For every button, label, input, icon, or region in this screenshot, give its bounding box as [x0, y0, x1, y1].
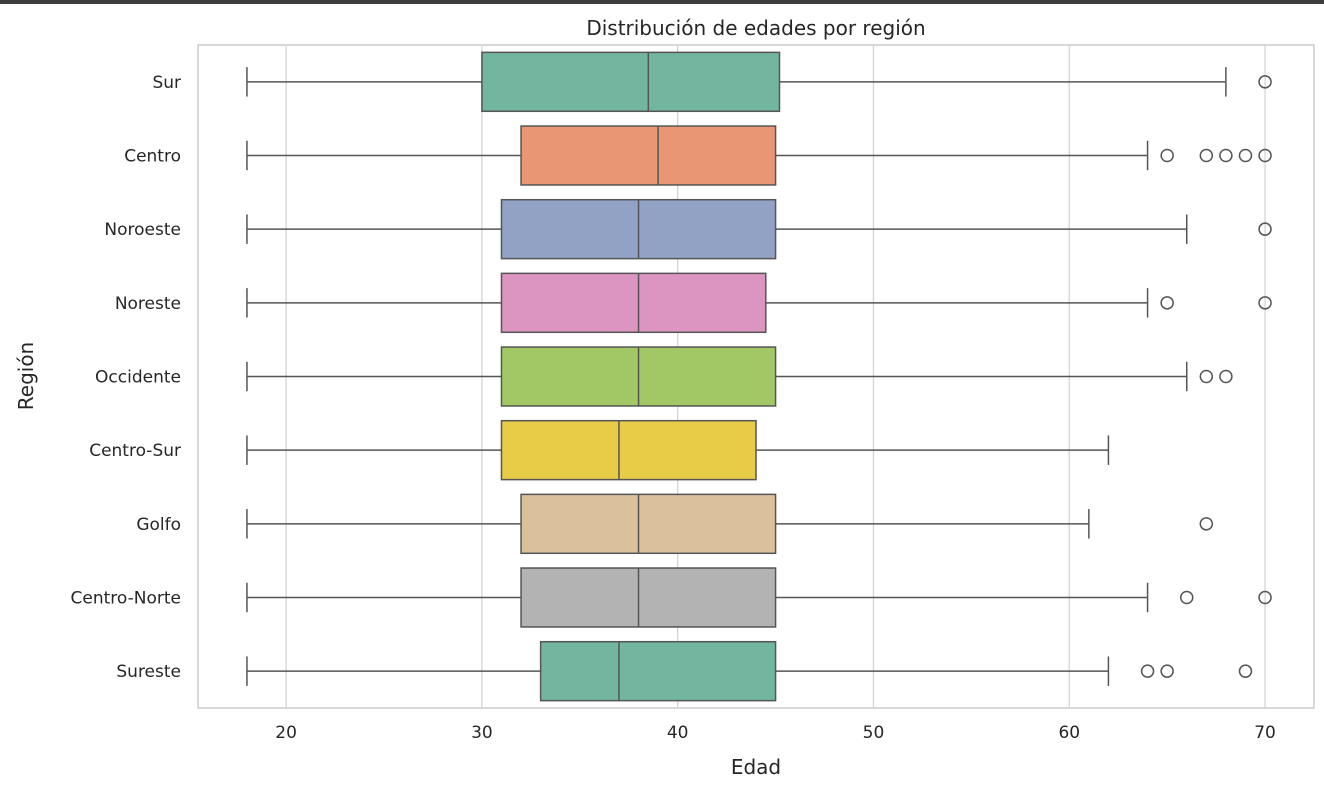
box-sureste: [246, 640, 1253, 702]
y-tick-label: Occidente: [95, 368, 181, 388]
outlier-point: [1219, 369, 1233, 384]
box-noroeste: [246, 198, 1272, 260]
box-centro-norte: [246, 567, 1272, 628]
x-tick-label: 40: [667, 723, 689, 743]
iqr-box: [500, 419, 757, 481]
box-centro-sur: [246, 419, 1110, 481]
y-axis-label: Región: [14, 342, 38, 410]
outlier-point: [1258, 296, 1272, 310]
outlier-point: [1258, 148, 1272, 163]
outlier-point: [1199, 517, 1214, 531]
y-tick-label: Sur: [152, 73, 181, 93]
x-tick-label: 70: [1254, 723, 1276, 743]
outlier-point: [1258, 590, 1272, 605]
iqr-box: [539, 640, 777, 702]
chart-title: Distribución de edades por región: [586, 16, 925, 40]
iqr-box: [520, 567, 777, 628]
outlier-point: [1219, 148, 1233, 163]
x-tick-label: 20: [275, 723, 297, 743]
y-tick-label: Golfo: [136, 515, 181, 535]
outlier-point: [1238, 148, 1253, 163]
outlier-point: [1258, 222, 1272, 236]
x-tick-labels: 20 30 40 50 60 70: [275, 723, 1276, 743]
outlier-point: [1199, 369, 1214, 384]
x-tick-label: 30: [471, 723, 493, 743]
iqr-box: [481, 51, 781, 113]
outlier-point: [1179, 590, 1194, 605]
box-golfo: [246, 493, 1214, 555]
box-occidente: [246, 346, 1233, 407]
iqr-box: [500, 272, 767, 334]
outlier-point: [1160, 664, 1174, 678]
box-noreste: [246, 272, 1272, 334]
x-tick-label: 60: [1058, 723, 1080, 743]
box-sur: [246, 51, 1272, 113]
y-tick-label: Centro-Norte: [71, 589, 181, 609]
y-tick-label: Noreste: [115, 294, 181, 314]
iqr-box: [520, 125, 777, 186]
y-tick-label: Centro-Sur: [89, 441, 181, 461]
y-tick-labels: Sur Centro Noroeste Noreste Occidente Centro-…: [71, 73, 181, 682]
x-tick-label: 50: [863, 723, 885, 743]
y-tick-label: Noroeste: [104, 220, 181, 240]
iqr-box: [520, 493, 777, 555]
outlier-point: [1140, 664, 1155, 678]
outlier-point: [1238, 664, 1253, 678]
outlier-point: [1160, 148, 1174, 163]
window-top-bar: [0, 0, 1324, 4]
boxes-layer: [246, 51, 1272, 702]
outlier-point: [1160, 296, 1174, 310]
y-tick-label: Centro: [124, 147, 181, 167]
y-tick-label: Sureste: [116, 662, 181, 682]
outlier-point: [1258, 75, 1272, 89]
box-centro: [246, 125, 1272, 186]
x-axis-label: Edad: [731, 755, 781, 779]
outlier-point: [1199, 148, 1214, 163]
